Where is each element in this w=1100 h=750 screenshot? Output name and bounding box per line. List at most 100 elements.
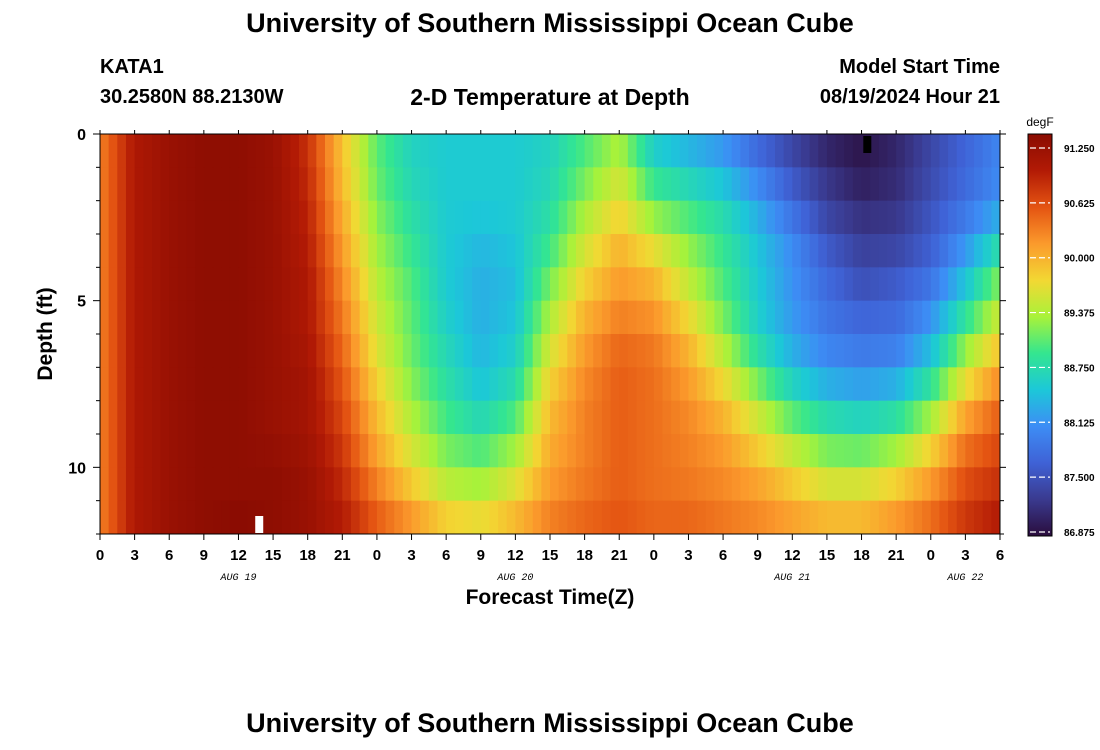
heatmap-cell xyxy=(437,500,447,534)
heatmap-cell xyxy=(697,367,707,402)
heatmap-cell xyxy=(108,267,118,302)
heatmap-cell xyxy=(818,267,828,302)
heatmap-cell xyxy=(974,267,984,302)
heatmap-cell xyxy=(264,134,274,168)
heatmap-cell xyxy=(878,167,889,202)
heatmap-cell xyxy=(948,200,958,235)
heatmap-cell xyxy=(775,167,785,202)
heatmap-cell xyxy=(333,300,343,335)
heatmap-cell xyxy=(974,334,984,368)
heatmap-cell xyxy=(489,334,499,368)
heatmap-cell xyxy=(281,234,291,268)
heatmap-cell xyxy=(437,234,447,268)
heatmap-cell xyxy=(818,200,828,235)
heatmap-cell xyxy=(913,200,923,235)
heatmap-cell xyxy=(904,500,915,534)
page-title: University of Southern Mississippi Ocean… xyxy=(246,8,854,38)
heatmap-cell xyxy=(965,367,975,402)
heatmap-cell xyxy=(281,167,291,202)
heatmap-cell xyxy=(913,367,923,402)
heatmap-cell xyxy=(325,200,335,235)
heatmap-cell xyxy=(463,134,473,168)
heatmap-cell xyxy=(446,234,456,268)
heatmap-cell xyxy=(394,267,404,302)
heatmap-cell xyxy=(653,234,664,268)
heatmap-cell xyxy=(723,500,733,534)
heatmap-cell xyxy=(826,134,837,168)
heatmap-cell xyxy=(238,434,248,468)
heatmap-cell xyxy=(515,267,525,302)
date-label: AUG 20 xyxy=(496,573,533,584)
heatmap-cell xyxy=(662,134,672,168)
heatmap-cell xyxy=(325,334,335,368)
heatmap-cell xyxy=(714,334,724,368)
heatmap-cell xyxy=(376,134,387,168)
heatmap-cell xyxy=(333,167,343,202)
heatmap-cell xyxy=(472,400,482,435)
heatmap-cell xyxy=(982,367,992,402)
heatmap-cell xyxy=(870,367,880,402)
heatmap-cell xyxy=(506,300,516,335)
heatmap-cell xyxy=(930,300,941,335)
heatmap-cell xyxy=(800,134,811,168)
heatmap-cell xyxy=(428,134,439,168)
heatmap-cell xyxy=(584,200,594,235)
heatmap-cell xyxy=(428,367,439,402)
heatmap-cell xyxy=(922,400,932,435)
date-label: AUG 21 xyxy=(773,573,810,584)
heatmap-cell xyxy=(982,467,992,502)
heatmap-cell xyxy=(160,467,170,502)
heatmap-cell xyxy=(359,367,369,402)
station-id: KATA1 xyxy=(100,56,164,78)
heatmap-cell xyxy=(887,367,897,402)
heatmap-cell xyxy=(723,400,733,435)
heatmap-cell xyxy=(247,300,257,335)
heatmap-cell xyxy=(255,334,266,368)
heatmap-cell xyxy=(229,467,240,502)
heatmap-cell xyxy=(454,300,465,335)
heatmap-cell xyxy=(238,467,248,502)
heatmap-cell xyxy=(411,134,421,168)
heatmap-cell xyxy=(307,434,317,468)
heatmap-cell xyxy=(775,400,785,435)
heatmap-cell xyxy=(394,500,404,534)
heatmap-cell xyxy=(238,234,248,268)
heatmap-cell xyxy=(627,334,638,368)
heatmap-cell xyxy=(359,334,369,368)
heatmap-cell xyxy=(913,434,923,468)
heatmap-cell xyxy=(575,300,586,335)
heatmap-cell xyxy=(195,167,205,202)
colorbar: degF 91.250 90.625 90.000 89.375 88.750 88.125… xyxy=(1026,115,1095,539)
heatmap-cell xyxy=(437,334,447,368)
heatmap-cell xyxy=(913,267,923,302)
heatmap-cell xyxy=(532,267,542,302)
heatmap-cell xyxy=(143,434,153,468)
heatmap-cell xyxy=(411,400,421,435)
heatmap-cell xyxy=(290,167,300,202)
heatmap-cell xyxy=(273,500,283,534)
heatmap-cell xyxy=(402,400,413,435)
heatmap-cell xyxy=(446,467,456,502)
heatmap-cell xyxy=(108,334,118,368)
heatmap-cell xyxy=(463,300,473,335)
x-tick-label: 3 xyxy=(407,547,415,564)
heatmap-cell xyxy=(359,400,369,435)
heatmap-cell xyxy=(749,200,759,235)
heatmap-cell xyxy=(186,300,196,335)
heatmap-cell xyxy=(238,300,248,335)
x-tick-label: 9 xyxy=(754,547,762,564)
heatmap-cell xyxy=(290,367,300,402)
date-label: AUG 22 xyxy=(946,573,983,584)
colorbar-tick-label: 88.125 xyxy=(1064,418,1095,429)
heatmap-cell xyxy=(290,334,300,368)
heatmap-cell xyxy=(506,500,516,534)
heatmap-cell xyxy=(160,367,170,402)
heatmap-cell xyxy=(264,400,274,435)
heatmap-cell xyxy=(844,234,854,268)
heatmap-cell xyxy=(394,200,404,235)
heatmap-cell xyxy=(749,134,759,168)
heatmap-cell xyxy=(550,334,560,368)
heatmap-cell xyxy=(498,467,508,502)
heatmap-cell xyxy=(177,367,188,402)
heatmap-cell xyxy=(809,467,819,502)
